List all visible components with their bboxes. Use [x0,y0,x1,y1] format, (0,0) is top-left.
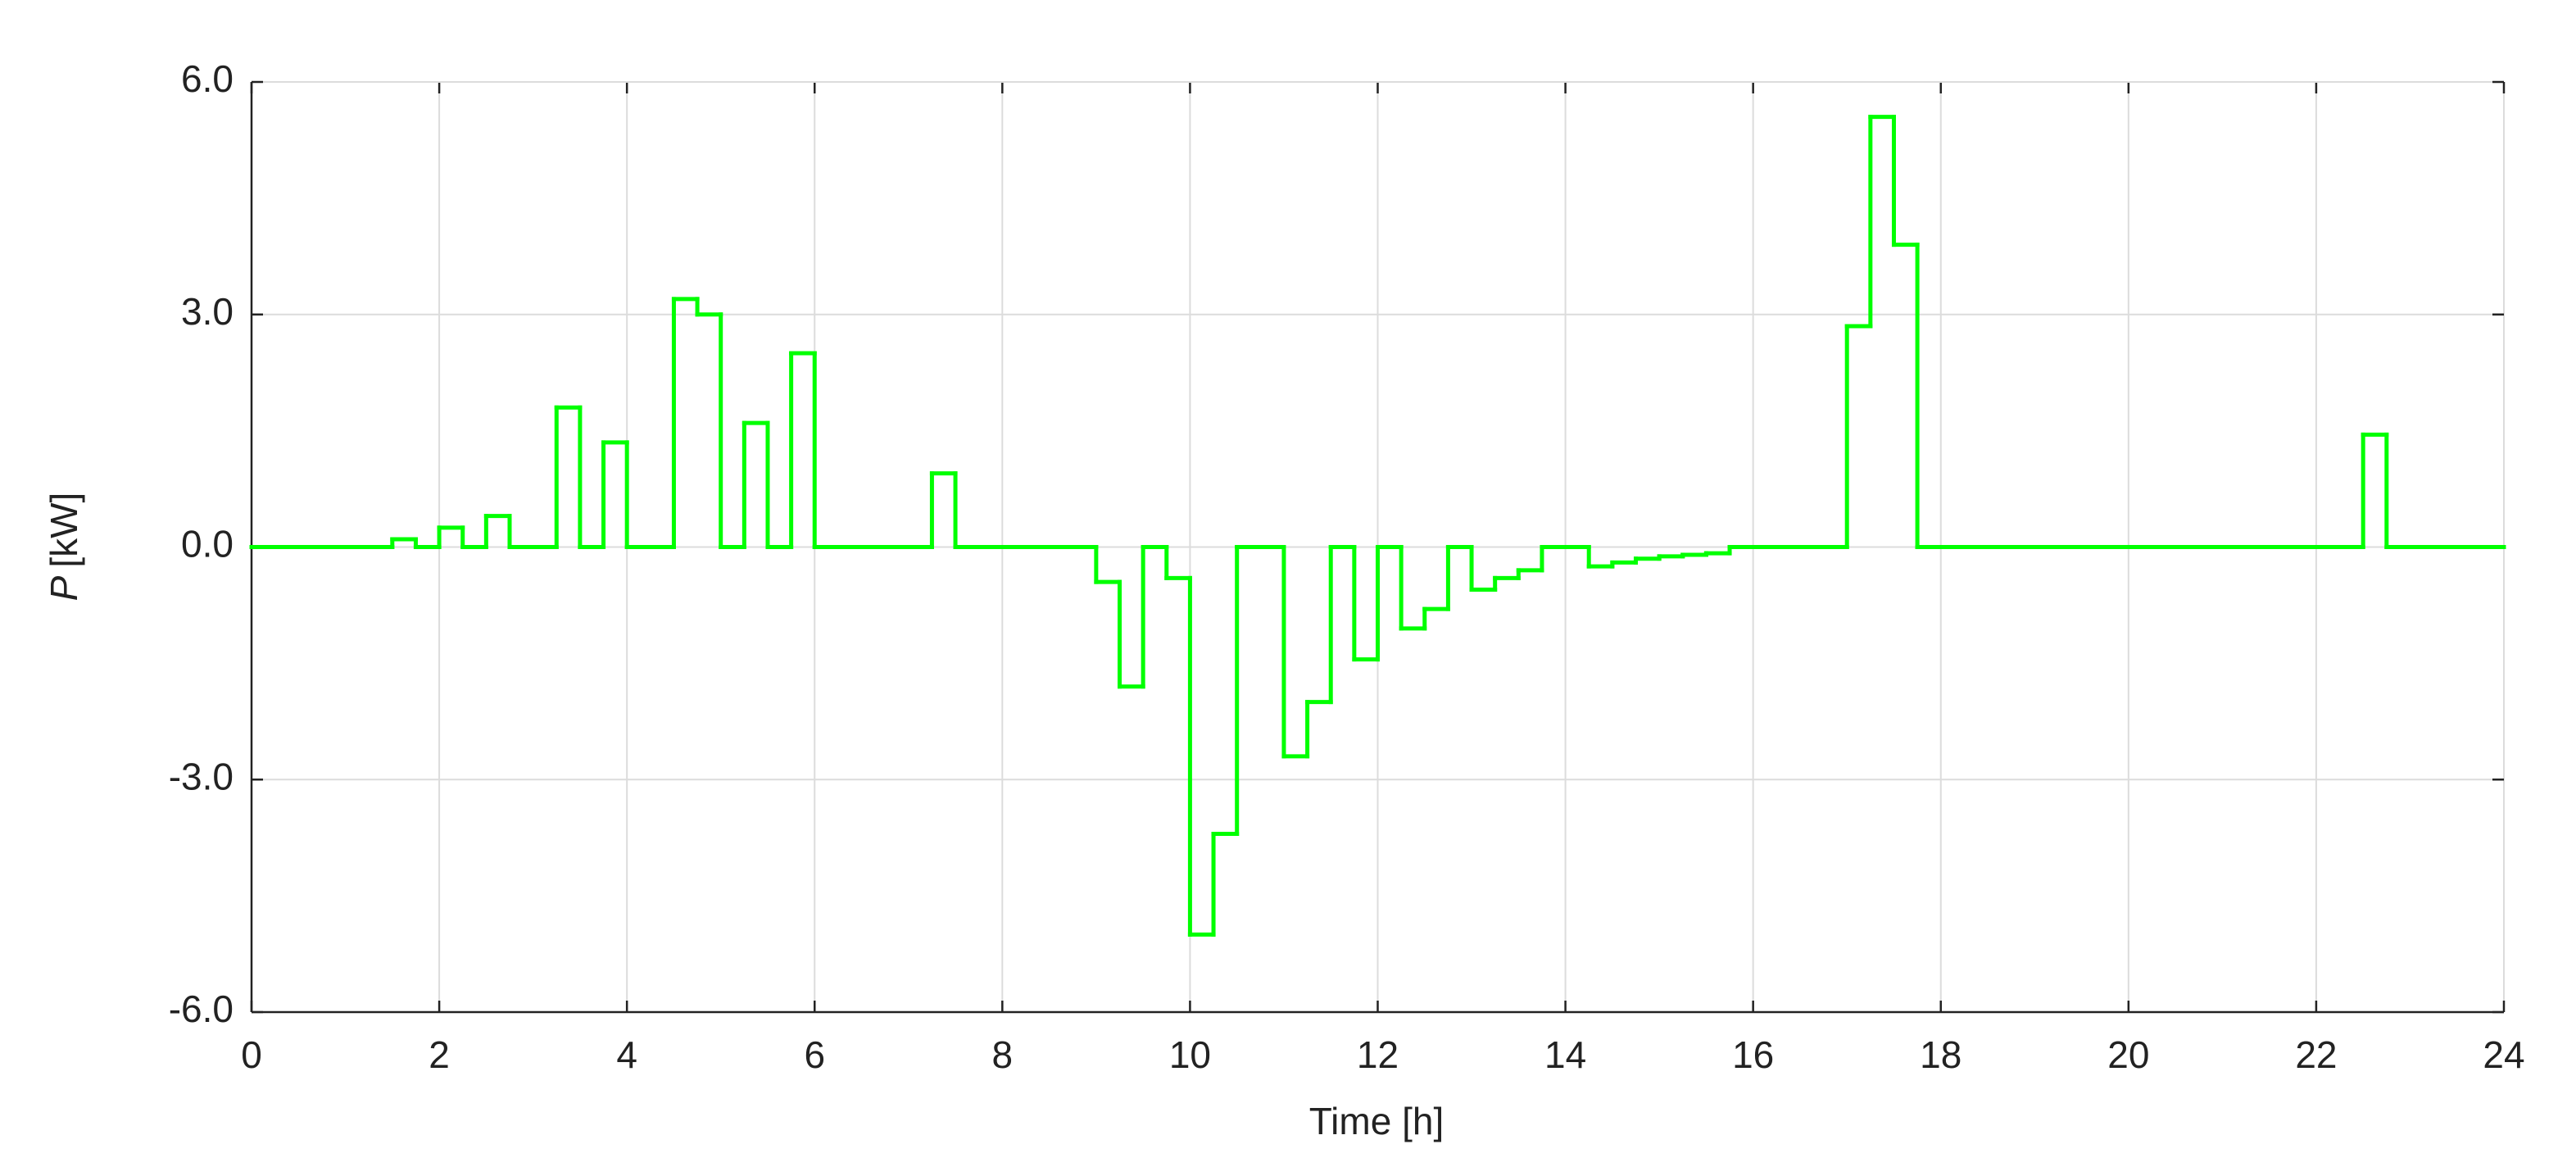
y-tick-label: 6.0 [181,57,234,100]
x-axis-label: Time [h] [1309,1100,1444,1142]
x-tick-label: 6 [804,1033,825,1076]
y-axis-symbol: P [43,575,85,601]
x-tick-label: 20 [2107,1033,2149,1076]
y-tick-label: -6.0 [169,988,234,1030]
x-tick-label: 8 [992,1033,1014,1076]
y-axis-label: P [kW] [43,493,85,602]
y-tick-label: 3.0 [181,290,234,333]
y-tick-label: -3.0 [169,755,234,797]
y-tick-label: 0.0 [181,523,234,565]
x-tick-label: 14 [1544,1033,1586,1076]
x-tick-label: 12 [1357,1033,1399,1076]
x-tick-label: 18 [1920,1033,1961,1076]
x-tick-label: 4 [616,1033,637,1076]
x-tick-label: 0 [241,1033,262,1076]
x-tick-label: 2 [429,1033,450,1076]
x-tick-label: 16 [1732,1033,1774,1076]
x-tick-label: 22 [2295,1033,2337,1076]
x-tick-label: 24 [2483,1033,2524,1076]
x-tick-label: 10 [1169,1033,1211,1076]
y-axis-unit: [kW] [43,493,85,568]
